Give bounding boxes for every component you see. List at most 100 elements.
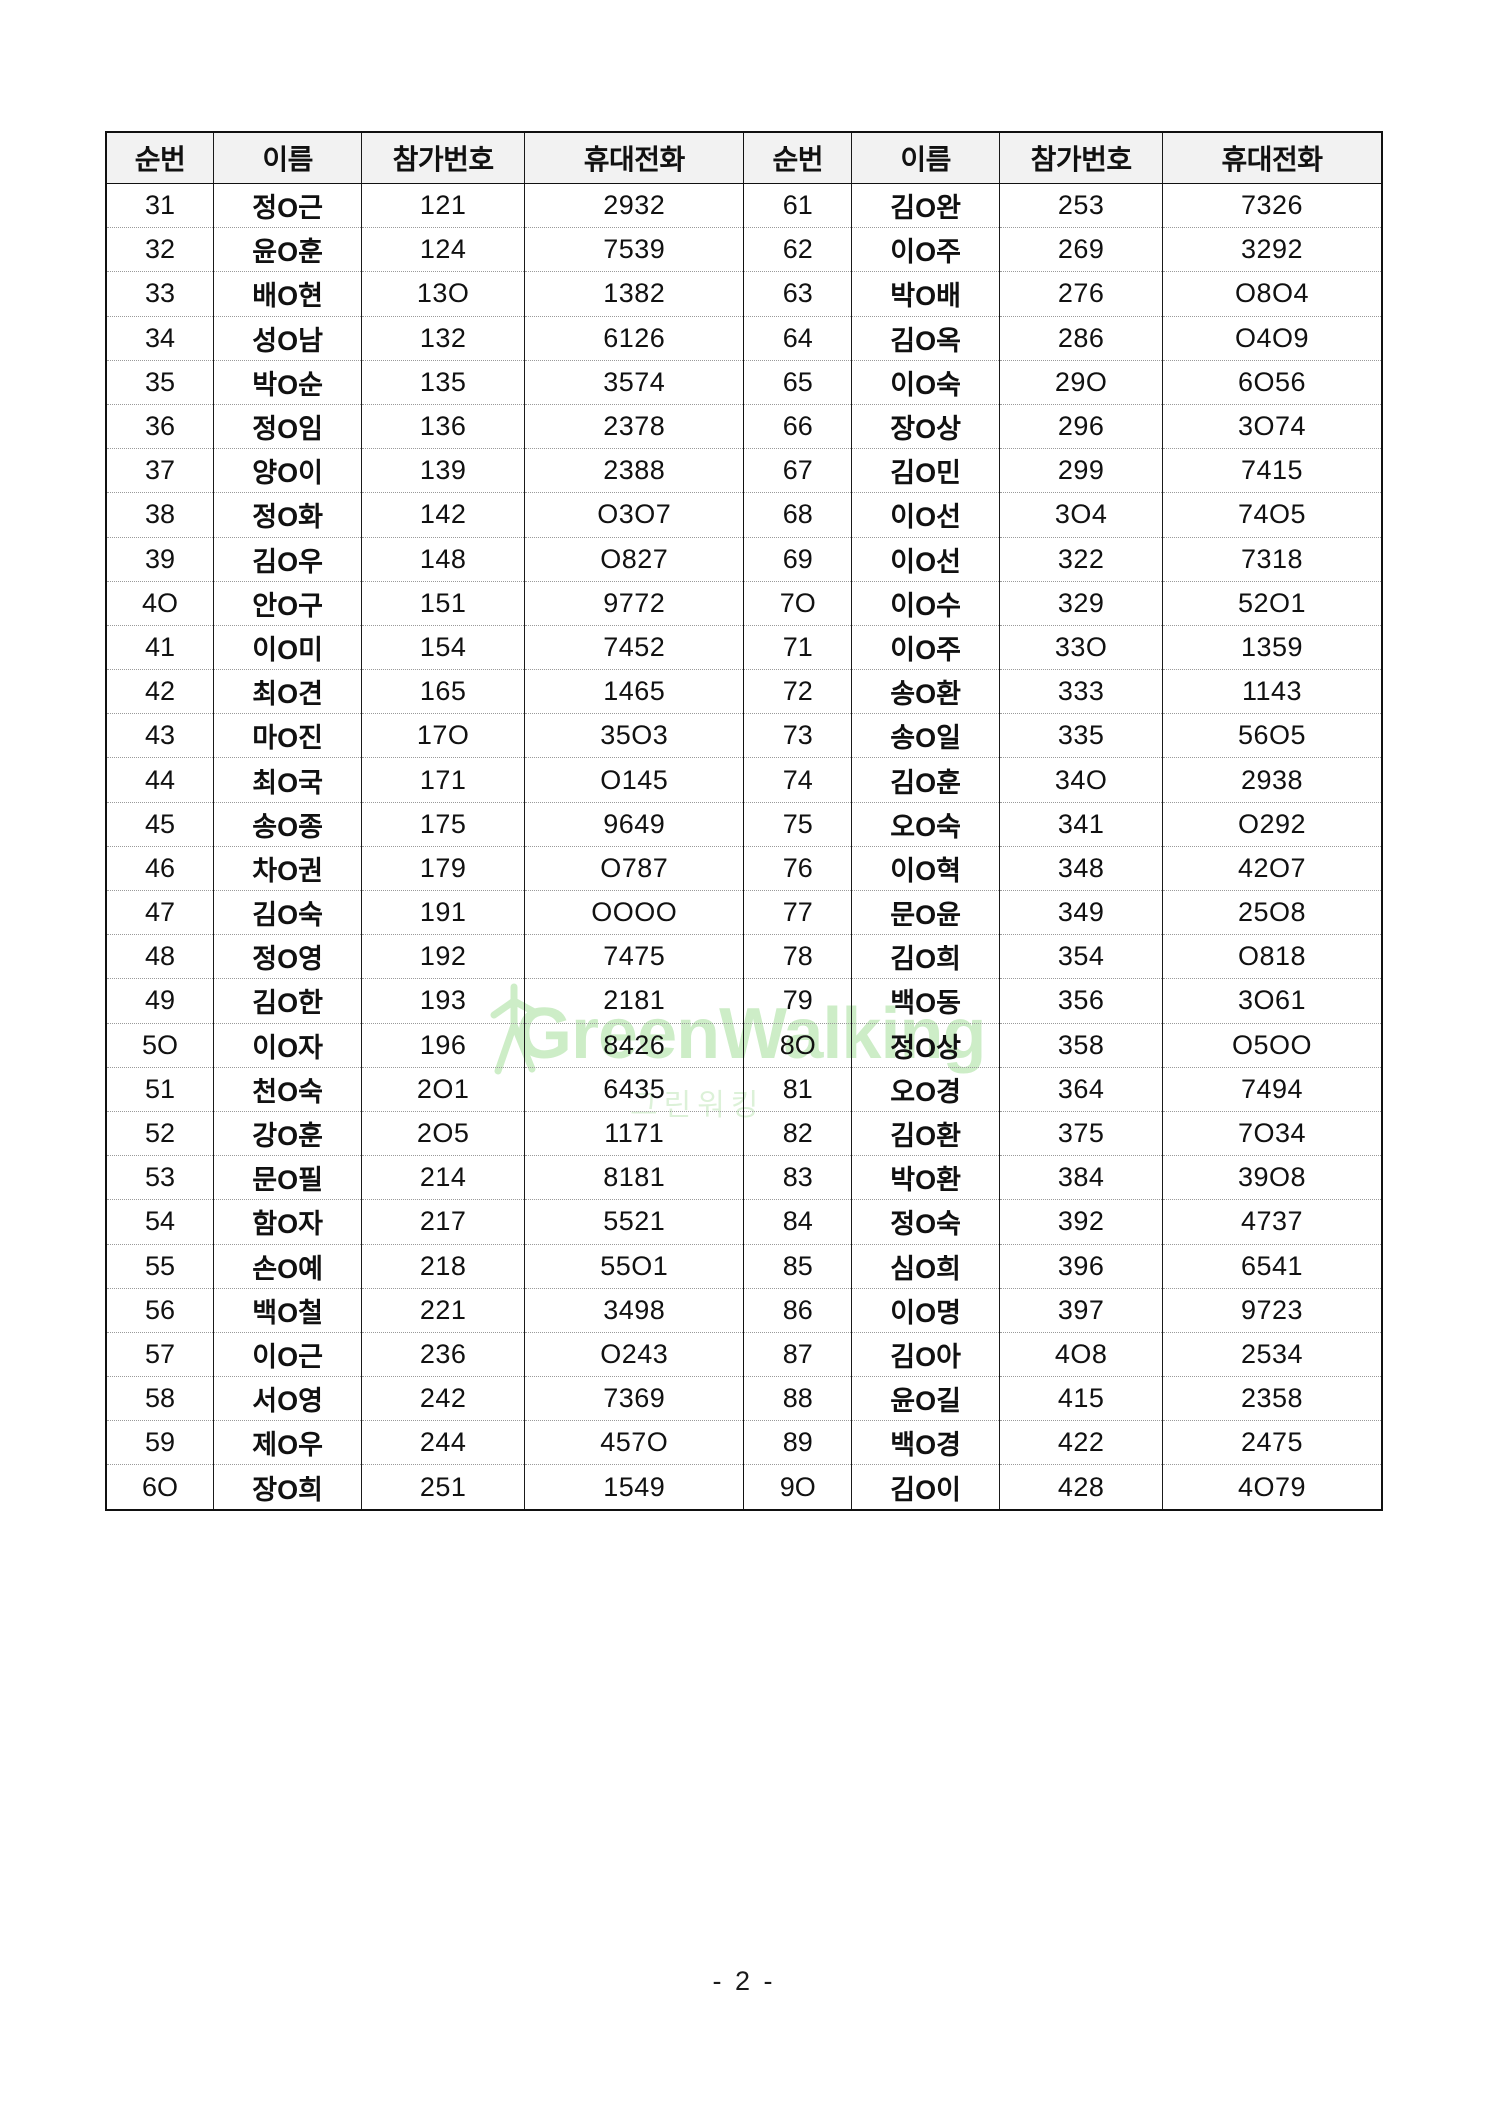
table-row: 55 손O예 218 55O1 85 심O희 396 6541 (105, 1244, 1383, 1289)
row-name-left: 문O필 (213, 1155, 363, 1201)
col-header-number-left: 참가번호 (361, 131, 526, 184)
table-row: 5O 이O자 196 8426 8O 정O상 358 O5OO (105, 1023, 1383, 1068)
row-seq-right: 71 (743, 625, 852, 671)
table-row: 32 윤O훈 124 7539 62 이O주 269 3292 (105, 227, 1383, 273)
row-name-right: 김O완 (850, 183, 1001, 229)
row-seq-left: 6O (105, 1464, 215, 1511)
row-phone-left: 3574 (524, 360, 745, 405)
row-name-right: 이O혁 (850, 846, 1001, 892)
table-row: 58 서O영 242 7369 88 윤O길 415 2358 (105, 1376, 1383, 1422)
row-number-right: 428 (999, 1464, 1163, 1511)
row-seq-right: 9O (743, 1464, 852, 1511)
row-name-left: 김O한 (213, 978, 363, 1024)
row-seq-right: 88 (743, 1376, 852, 1422)
row-phone-left: 7539 (524, 227, 745, 273)
row-name-right: 송O일 (850, 713, 1001, 759)
row-name-right: 김O이 (850, 1464, 1001, 1511)
row-number-left: 142 (361, 492, 526, 538)
row-seq-left: 57 (105, 1332, 215, 1378)
row-seq-left: 36 (105, 404, 215, 450)
row-name-right: 이O선 (850, 492, 1001, 538)
col-header-name-left: 이름 (213, 131, 363, 184)
row-name-right: 이O주 (850, 227, 1001, 273)
row-number-right: 296 (999, 404, 1163, 450)
row-phone-right: O8O4 (1162, 271, 1383, 317)
row-phone-left: 3498 (524, 1288, 745, 1333)
row-seq-left: 49 (105, 978, 215, 1024)
row-phone-right: 1143 (1162, 669, 1383, 715)
row-phone-left: 8181 (524, 1155, 745, 1201)
row-seq-left: 53 (105, 1155, 215, 1201)
row-seq-left: 31 (105, 183, 215, 229)
row-number-left: 218 (361, 1244, 526, 1289)
row-seq-left: 59 (105, 1420, 215, 1466)
row-name-right: 윤O길 (850, 1376, 1001, 1422)
row-seq-left: 39 (105, 537, 215, 582)
col-header-seq-left: 순번 (105, 131, 215, 184)
row-name-right: 정O숙 (850, 1199, 1001, 1245)
row-name-left: 김O우 (213, 537, 363, 582)
row-phone-right: 2475 (1162, 1420, 1383, 1466)
row-phone-left: O787 (524, 846, 745, 892)
row-seq-right: 76 (743, 846, 852, 892)
row-number-left: 242 (361, 1376, 526, 1422)
row-seq-right: 74 (743, 757, 852, 803)
row-phone-left: O3O7 (524, 492, 745, 538)
row-phone-right: 39O8 (1162, 1155, 1383, 1201)
row-name-right: 이O숙 (850, 360, 1001, 405)
roster-table: 순번 이름 참가번호 휴대전화 순번 이름 참가번호 휴대전화 31 정O근 121… (105, 131, 1383, 1511)
row-phone-left: O827 (524, 537, 745, 582)
row-number-left: 2O5 (361, 1111, 526, 1157)
row-name-left: 이O미 (213, 625, 363, 671)
row-number-left: 217 (361, 1199, 526, 1245)
row-seq-right: 78 (743, 934, 852, 980)
row-name-right: 오O경 (850, 1067, 1001, 1112)
row-number-right: 3O4 (999, 492, 1163, 538)
row-name-right: 오O숙 (850, 802, 1001, 847)
row-name-right: 문O윤 (850, 890, 1001, 936)
row-phone-left: 8426 (524, 1023, 745, 1068)
row-phone-left: 35O3 (524, 713, 745, 759)
row-number-left: 191 (361, 890, 526, 936)
row-number-right: 384 (999, 1155, 1163, 1201)
table-row: 42 최O견 165 1465 72 송O환 333 1143 (105, 669, 1383, 715)
row-name-right: 이O수 (850, 581, 1001, 626)
row-number-left: 179 (361, 846, 526, 892)
row-number-left: 139 (361, 448, 526, 494)
col-header-name-right: 이름 (850, 131, 1001, 184)
row-number-right: 364 (999, 1067, 1163, 1112)
row-phone-right: O818 (1162, 934, 1383, 980)
row-number-right: 33O (999, 625, 1163, 671)
row-name-right: 박O환 (850, 1155, 1001, 1201)
row-phone-left: 6435 (524, 1067, 745, 1112)
row-name-left: 마O진 (213, 713, 363, 759)
row-number-left: 136 (361, 404, 526, 450)
row-seq-right: 82 (743, 1111, 852, 1157)
row-phone-right: 3292 (1162, 227, 1383, 273)
row-seq-right: 66 (743, 404, 852, 450)
row-number-right: 397 (999, 1288, 1163, 1333)
row-phone-right: 52O1 (1162, 581, 1383, 626)
row-number-left: 193 (361, 978, 526, 1024)
row-phone-right: 3O61 (1162, 978, 1383, 1024)
row-name-left: 박O순 (213, 360, 363, 405)
col-header-seq-right: 순번 (743, 131, 852, 184)
row-seq-right: 61 (743, 183, 852, 229)
row-name-left: 정O화 (213, 492, 363, 538)
table-row: 39 김O우 148 O827 69 이O선 322 7318 (105, 537, 1383, 582)
table-row: 33 배O현 13O 1382 63 박O배 276 O8O4 (105, 271, 1383, 317)
table-row: 47 김O숙 191 OOOO 77 문O윤 349 25O8 (105, 890, 1383, 936)
row-phone-right: 7415 (1162, 448, 1383, 494)
row-seq-right: 65 (743, 360, 852, 405)
row-number-right: 335 (999, 713, 1163, 759)
row-name-left: 양O이 (213, 448, 363, 494)
row-seq-left: 46 (105, 846, 215, 892)
table-header: 순번 이름 참가번호 휴대전화 순번 이름 참가번호 휴대전화 (105, 131, 1383, 184)
row-phone-left: 6126 (524, 316, 745, 361)
table-row: 41 이O미 154 7452 71 이O주 33O 1359 (105, 625, 1383, 671)
table-row: 45 송O종 175 9649 75 오O숙 341 O292 (105, 802, 1383, 847)
row-name-right: 심O희 (850, 1244, 1001, 1289)
row-name-left: 최O견 (213, 669, 363, 715)
row-number-left: 251 (361, 1464, 526, 1511)
